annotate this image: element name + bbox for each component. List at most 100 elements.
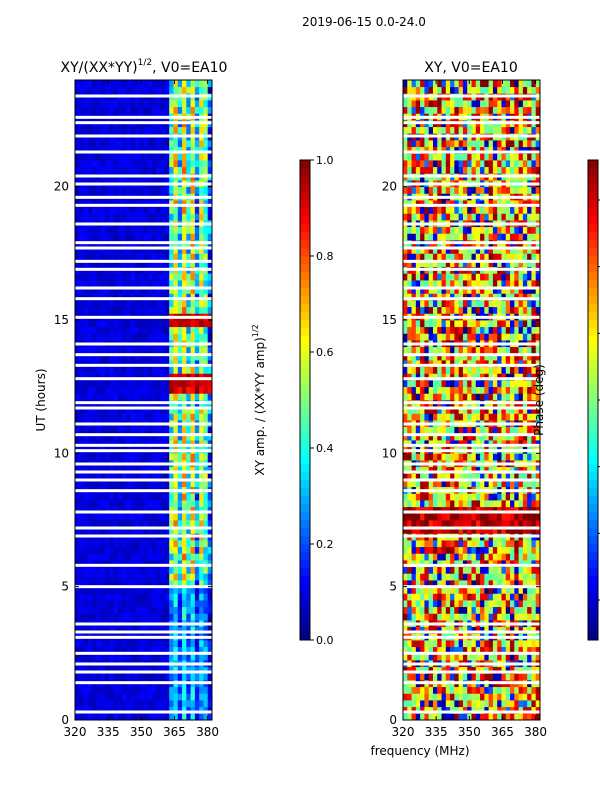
phase-cell <box>522 540 528 548</box>
amplitude-cell <box>75 373 80 381</box>
amplitude-cell <box>87 200 93 208</box>
phase-cell <box>475 686 481 694</box>
amplitude-cell <box>143 586 149 594</box>
phase-cell <box>505 353 511 361</box>
amplitude-cell <box>126 580 132 588</box>
phase-cell <box>467 526 472 534</box>
phase-cell <box>437 580 442 588</box>
amplitude-cell <box>96 593 102 601</box>
amplitude-cell <box>173 513 179 521</box>
amplitude-cell <box>190 540 196 548</box>
phase-cell <box>462 613 468 621</box>
phase-cell <box>441 520 447 528</box>
amplitude-cell <box>160 573 166 581</box>
phase-cell <box>437 646 442 654</box>
phase-cell <box>535 440 541 448</box>
phase-cell <box>505 560 511 568</box>
amplitude-cell <box>139 326 144 334</box>
amplitude-cell <box>194 493 200 501</box>
phase-cell <box>531 373 537 381</box>
amplitude-cell <box>126 126 132 134</box>
amplitude-cell <box>109 246 114 254</box>
amplitude-cell <box>152 153 157 161</box>
phase-cell <box>411 480 417 488</box>
phase-cell <box>424 580 430 588</box>
phase-cell <box>501 580 507 588</box>
amplitude-cell <box>134 160 140 168</box>
amplitude-cell <box>139 146 144 154</box>
amplitude-cell <box>134 540 140 548</box>
phase-cell <box>415 600 421 608</box>
amplitude-cell <box>186 440 191 448</box>
amplitude-cell <box>203 206 209 214</box>
phase-cell <box>505 393 511 401</box>
phase-cell <box>488 493 494 501</box>
phase-cell <box>475 473 481 481</box>
amplitude-cell <box>87 246 93 254</box>
phase-cell <box>458 500 464 508</box>
amplitude-cell <box>199 426 204 434</box>
amplitude-cell <box>160 366 166 374</box>
amplitude-cell <box>186 380 191 388</box>
amplitude-cell <box>173 440 179 448</box>
amplitude-cell <box>190 653 196 661</box>
amplitude-cell <box>92 686 97 694</box>
phase-cell <box>527 713 532 721</box>
amplitude-cell <box>194 520 200 528</box>
phase-cell <box>484 693 490 701</box>
amplitude-cell <box>164 393 170 401</box>
amplitude-cell <box>186 706 191 714</box>
phase-cell <box>497 433 502 441</box>
amplitude-cell <box>194 526 200 534</box>
amplitude-cell <box>79 146 84 154</box>
amplitude-cell <box>117 286 123 294</box>
phase-cell <box>535 646 541 654</box>
amplitude-cell <box>117 280 123 288</box>
amplitude-cell <box>173 593 179 601</box>
amplitude-cell <box>156 166 162 174</box>
amplitude-cell <box>117 526 123 534</box>
phase-cell <box>441 413 447 421</box>
amplitude-cell <box>143 580 149 588</box>
amplitude-cell <box>96 146 102 154</box>
phase-cell <box>471 440 477 448</box>
phase-cell <box>458 380 464 388</box>
amplitude-cell <box>130 206 136 214</box>
amplitude-cell <box>160 613 166 621</box>
phase-cell <box>403 580 408 588</box>
amplitude-cell <box>173 433 179 441</box>
amplitude-cell <box>100 513 106 521</box>
amplitude-gap-row <box>75 534 212 538</box>
amplitude-cell <box>100 100 106 108</box>
amplitude-cell <box>160 166 166 174</box>
amplitude-cell <box>199 80 204 88</box>
amplitude-cell <box>96 653 102 661</box>
amplitude-cell <box>186 673 191 681</box>
phase-cell <box>527 393 532 401</box>
phase-cell <box>492 506 498 514</box>
phase-cell <box>441 693 447 701</box>
phase-cell <box>437 346 442 354</box>
amplitude-cell <box>199 573 204 581</box>
amplitude-cell <box>113 466 119 474</box>
phase-cell <box>514 520 519 528</box>
amplitude-cell <box>100 306 106 314</box>
phase-cell <box>484 573 490 581</box>
phase-cell <box>428 513 434 521</box>
amplitude-cell <box>143 526 149 534</box>
phase-cell <box>411 513 417 521</box>
amplitude-cell <box>122 573 127 581</box>
amplitude-cell <box>96 453 102 461</box>
amplitude-cell <box>203 453 209 461</box>
amplitude-cell <box>169 213 174 221</box>
phase-cell <box>454 433 460 441</box>
phase-cell <box>522 366 528 374</box>
phase-cell <box>531 546 537 554</box>
amplitude-cell <box>75 393 80 401</box>
amplitude-cell <box>203 580 209 588</box>
amplitude-cell <box>109 440 114 448</box>
phase-cell <box>518 526 524 534</box>
amplitude-cell <box>203 646 209 654</box>
amplitude-cell <box>92 280 97 288</box>
phase-cell <box>454 706 460 714</box>
